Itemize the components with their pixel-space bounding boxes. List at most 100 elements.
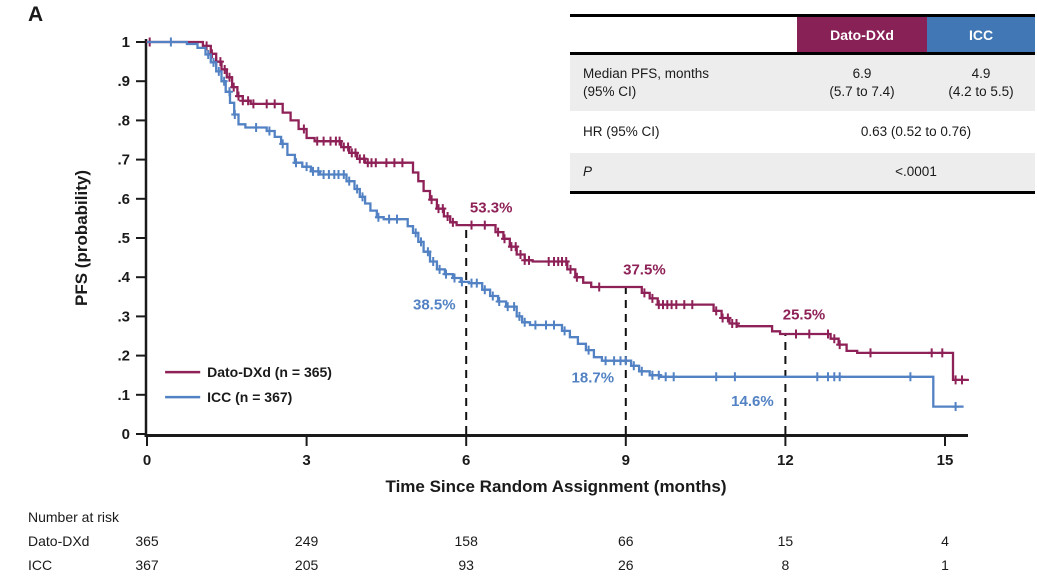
summary-header-icc: ICC — [927, 17, 1035, 52]
y-axis-title: PFS (probability) — [72, 170, 91, 306]
censor-mark-dato — [449, 217, 457, 227]
censor-mark-icc — [167, 37, 175, 47]
censor-mark-icc — [303, 162, 311, 172]
legend-label-icc: ICC (n = 367) — [207, 389, 292, 405]
risk-value: 8 — [781, 557, 790, 573]
censor-mark-dato — [244, 96, 252, 106]
risk-value: 249 — [294, 533, 319, 549]
panel-label: A — [28, 3, 44, 26]
risk-value: 93 — [458, 557, 474, 573]
censor-mark-dato — [512, 242, 520, 252]
censor-mark-dato — [300, 124, 308, 134]
censor-mark-dato — [221, 64, 229, 74]
censor-mark-icc — [417, 237, 425, 247]
censor-mark-dato — [712, 306, 720, 316]
censor-mark-dato — [249, 99, 257, 109]
censor-mark-dato — [344, 142, 352, 152]
censor-mark-icc — [412, 228, 420, 238]
annotation-dato-0: 53.3% — [470, 200, 513, 217]
censor-mark-icc — [436, 264, 444, 274]
y-tick-label: .1 — [117, 387, 130, 404]
annotation-icc-3: 38.5% — [413, 296, 456, 313]
censor-mark-icc — [292, 158, 300, 168]
censor-mark-dato — [225, 72, 233, 82]
censor-mark-icc — [510, 302, 518, 312]
censor-mark-icc — [731, 372, 739, 382]
risk-value: 365 — [135, 533, 159, 549]
censor-mark-dato — [320, 136, 328, 146]
y-tick-label: .8 — [117, 112, 130, 129]
median-pfs-dato-ci: (5.7 to 7.4) — [829, 84, 895, 99]
censor-mark-icc — [655, 370, 663, 380]
censor-mark-dato — [952, 375, 960, 385]
x-tick-label: 15 — [937, 452, 954, 469]
number-at-risk-title: Number at risk — [28, 509, 120, 525]
censor-mark-icc — [450, 273, 458, 283]
censor-mark-icc — [602, 356, 610, 366]
median-pfs-dato-estimate: 6.9 — [852, 66, 872, 81]
censor-mark-dato — [360, 154, 368, 164]
censor-mark-dato — [230, 82, 238, 92]
censor-mark-icc — [374, 212, 382, 222]
p-value-row: P <.0001 — [570, 153, 1035, 191]
y-tick-label: .7 — [117, 152, 130, 169]
censor-mark-icc — [712, 372, 720, 382]
censor-mark-dato — [336, 136, 344, 146]
censor-mark-dato — [263, 99, 271, 109]
censor-mark-dato — [352, 148, 360, 158]
censor-mark-icc — [504, 302, 512, 312]
censor-mark-icc — [542, 320, 550, 330]
censor-mark-dato — [928, 348, 936, 358]
summary-table-corner-cell — [570, 17, 797, 52]
censor-mark-icc — [836, 372, 844, 382]
y-tick-label: 0 — [122, 426, 130, 443]
censor-mark-dato — [525, 255, 533, 265]
summary-header-dato-dxd: Dato-DXd — [797, 17, 927, 52]
censor-mark-icc — [358, 192, 366, 202]
p-value: <.0001 — [895, 164, 937, 179]
censor-mark-icc — [314, 166, 322, 176]
x-tick-label: 3 — [302, 452, 310, 469]
risk-value: 158 — [454, 533, 478, 549]
censor-mark-icc — [824, 372, 832, 382]
annotation-icc-5: 14.6% — [731, 393, 774, 410]
summary-table-header-row: Dato-DXd ICC — [570, 17, 1035, 55]
censor-mark-icc — [231, 110, 239, 120]
censor-mark-dato — [468, 220, 476, 230]
censor-mark-icc — [906, 372, 914, 382]
censor-mark-icc — [481, 285, 489, 295]
censor-mark-dato — [958, 375, 966, 385]
y-tick-label: 1 — [122, 34, 130, 51]
median-pfs-label-line1: Median PFS, months — [583, 66, 710, 81]
censor-mark-icc — [638, 366, 646, 376]
censor-mark-dato — [481, 220, 489, 230]
y-tick-label: .5 — [117, 230, 130, 247]
censor-mark-dato — [680, 300, 688, 310]
risk-row-label-0: Dato-DXd — [28, 533, 90, 549]
censor-mark-dato — [444, 211, 452, 221]
censor-mark-icc — [515, 311, 523, 321]
risk-value: 66 — [618, 533, 634, 549]
x-tick-label: 9 — [622, 452, 630, 469]
x-axis-title: Time Since Random Assignment (months) — [385, 477, 727, 496]
legend-label-dato: Dato-DXd (n = 365) — [207, 364, 332, 380]
censor-mark-icc — [340, 169, 348, 179]
censor-mark-icc — [353, 184, 361, 194]
risk-value: 4 — [941, 533, 949, 549]
censor-mark-icc — [424, 247, 432, 257]
hazard-ratio-label: HR (95% CI) — [583, 124, 660, 139]
censor-mark-dato — [382, 158, 390, 168]
censor-mark-dato — [398, 158, 406, 168]
censor-mark-dato — [830, 334, 838, 344]
risk-value: 15 — [777, 533, 794, 549]
censor-mark-icc — [458, 277, 466, 287]
censor-mark-dato — [562, 257, 570, 267]
censor-mark-icc — [610, 356, 618, 366]
censor-mark-icc — [385, 214, 393, 224]
censor-mark-icc — [265, 126, 273, 136]
x-tick-label: 6 — [462, 452, 470, 469]
censor-mark-dato — [428, 195, 436, 205]
y-tick-label: .2 — [117, 348, 130, 365]
censor-mark-dato — [516, 249, 524, 259]
